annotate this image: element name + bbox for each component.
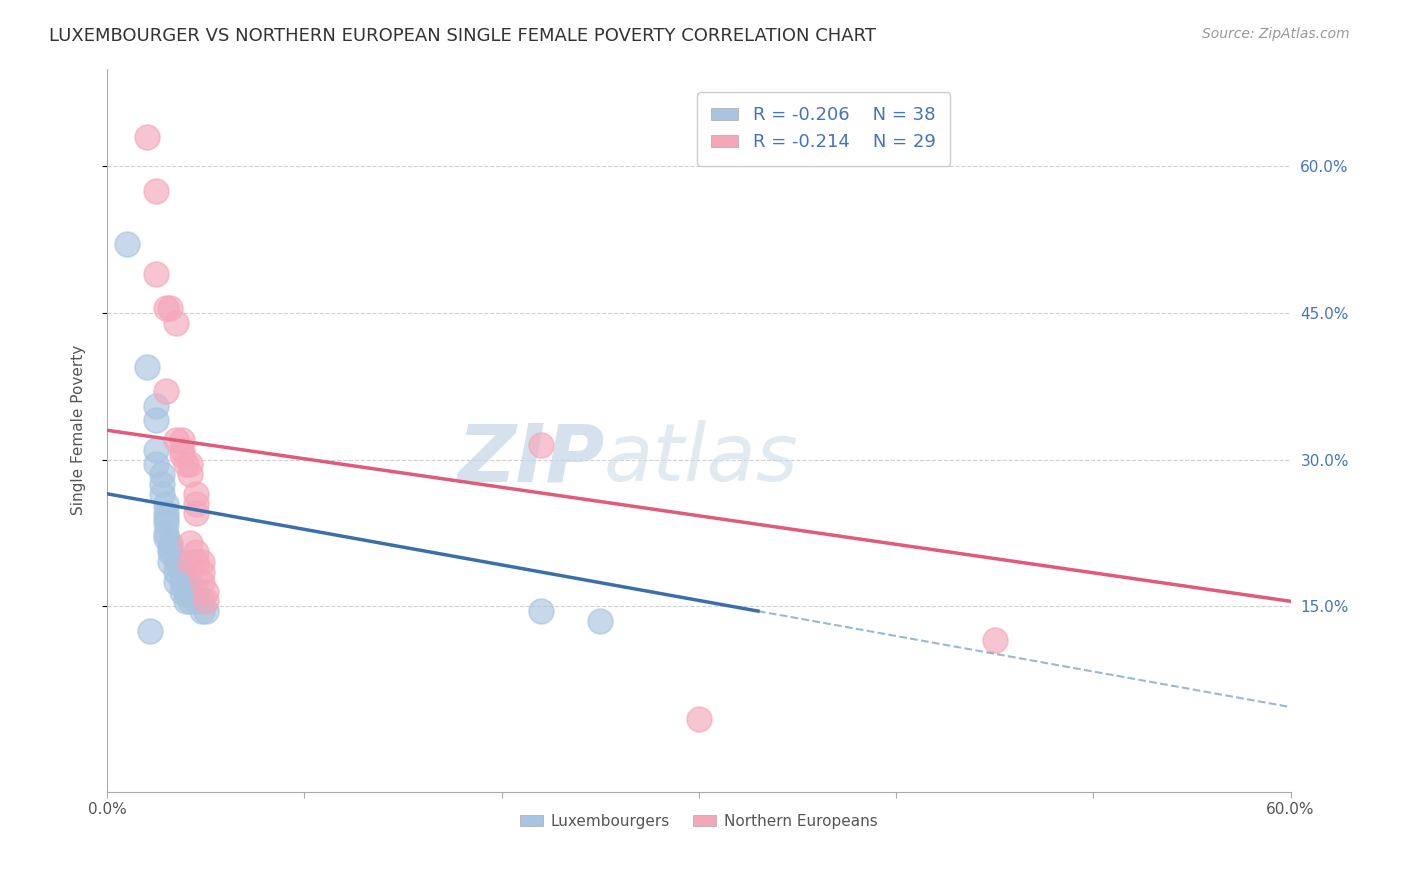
Point <box>184 555 207 569</box>
Point <box>190 555 212 569</box>
Point <box>135 359 157 374</box>
Y-axis label: Single Female Poverty: Single Female Poverty <box>72 345 86 516</box>
Point <box>159 301 181 315</box>
Legend: Luxembourgers, Northern Europeans: Luxembourgers, Northern Europeans <box>515 808 883 835</box>
Point <box>139 624 162 638</box>
Point <box>155 506 177 520</box>
Point <box>165 574 187 589</box>
Point <box>184 545 207 559</box>
Point <box>135 130 157 145</box>
Point <box>150 477 173 491</box>
Point <box>530 604 553 618</box>
Point <box>174 584 197 599</box>
Point <box>155 497 177 511</box>
Point <box>174 574 197 589</box>
Point <box>170 574 193 589</box>
Point <box>530 438 553 452</box>
Point <box>155 301 177 315</box>
Point <box>165 565 187 579</box>
Point <box>179 555 201 569</box>
Point <box>190 594 212 608</box>
Point <box>170 448 193 462</box>
Point <box>190 574 212 589</box>
Text: Source: ZipAtlas.com: Source: ZipAtlas.com <box>1202 27 1350 41</box>
Point <box>155 511 177 525</box>
Point <box>155 531 177 545</box>
Point <box>159 545 181 559</box>
Point <box>150 487 173 501</box>
Point <box>190 604 212 618</box>
Point <box>155 525 177 540</box>
Point <box>688 712 710 726</box>
Point <box>184 594 207 608</box>
Point <box>589 614 612 628</box>
Point <box>170 442 193 457</box>
Point <box>155 384 177 398</box>
Point <box>179 574 201 589</box>
Point <box>145 413 167 427</box>
Point <box>165 316 187 330</box>
Point <box>115 237 138 252</box>
Point <box>194 584 217 599</box>
Point <box>179 594 201 608</box>
Point <box>159 535 181 549</box>
Point <box>184 497 207 511</box>
Point <box>145 442 167 457</box>
Point <box>983 633 1005 648</box>
Point <box>145 184 167 198</box>
Point <box>145 458 167 472</box>
Text: atlas: atlas <box>605 420 799 498</box>
Point <box>174 594 197 608</box>
Point <box>165 433 187 447</box>
Point <box>184 584 207 599</box>
Point <box>174 458 197 472</box>
Point <box>184 487 207 501</box>
Point <box>179 458 201 472</box>
Point <box>165 555 187 569</box>
Point <box>179 535 201 549</box>
Point <box>159 555 181 569</box>
Point <box>194 604 217 618</box>
Text: ZIP: ZIP <box>457 420 605 498</box>
Point <box>170 584 193 599</box>
Point <box>190 565 212 579</box>
Point <box>150 467 173 482</box>
Point <box>155 516 177 530</box>
Point <box>170 433 193 447</box>
Point <box>194 594 217 608</box>
Point <box>179 467 201 482</box>
Point <box>145 267 167 281</box>
Point <box>184 506 207 520</box>
Point <box>170 565 193 579</box>
Point <box>159 541 181 555</box>
Point <box>145 399 167 413</box>
Text: LUXEMBOURGER VS NORTHERN EUROPEAN SINGLE FEMALE POVERTY CORRELATION CHART: LUXEMBOURGER VS NORTHERN EUROPEAN SINGLE… <box>49 27 876 45</box>
